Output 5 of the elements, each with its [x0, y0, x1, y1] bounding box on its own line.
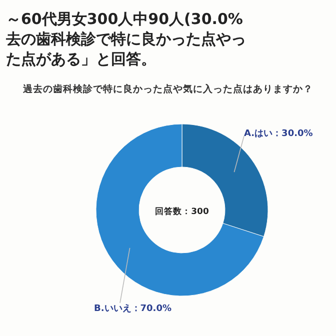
data-label: B.いいえ：70.0%	[94, 304, 172, 314]
subtitle: 過去の歯科検診で特に良かった点や気に入った点はありますか？	[23, 84, 313, 95]
annotation: 回答数：300	[155, 207, 209, 217]
title: ～60代男女300人中90人(30.0%去の歯科検診で特に良かった点やった点がある」と回答。	[6, 10, 246, 68]
data-label: A.はい：30.0%	[244, 129, 313, 140]
